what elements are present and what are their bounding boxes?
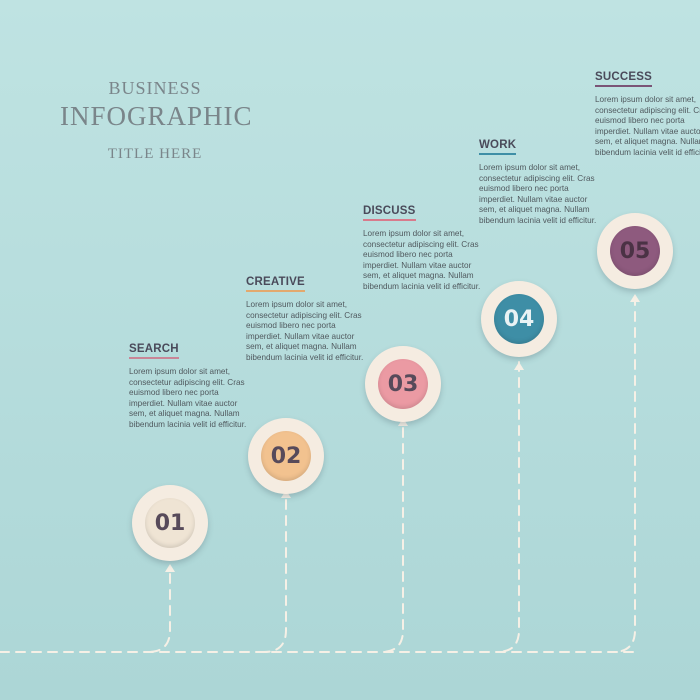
- step-title-creative: CREATIVE: [246, 276, 305, 292]
- step-description: Lorem ipsum dolor sit amet, consectetur …: [595, 95, 700, 157]
- connector-path-05: [612, 295, 636, 653]
- step-text-02: CREATIVE Lorem ipsum dolor sit amet, con…: [246, 272, 366, 363]
- arrowhead-icon: [514, 362, 524, 370]
- step-circle-04: 04: [481, 281, 557, 357]
- title-line-2: INFOGRAPHIC: [60, 101, 253, 131]
- step-number-04: 04: [494, 294, 544, 344]
- step-description: Lorem ipsum dolor sit amet, consectetur …: [246, 300, 364, 362]
- step-description: Lorem ipsum dolor sit amet, consectetur …: [363, 229, 481, 291]
- arrowhead-icon: [630, 294, 640, 302]
- step-circle-05: 05: [597, 213, 673, 289]
- step-text-04: WORK Lorem ipsum dolor sit amet, consect…: [479, 135, 599, 226]
- step-circle-03: 03: [365, 346, 441, 422]
- step-title-work: WORK: [479, 139, 517, 155]
- connector-path-04: [496, 361, 520, 653]
- step-title-discuss: DISCUSS: [363, 205, 416, 221]
- step-number-05: 05: [610, 226, 660, 276]
- step-text-03: DISCUSS Lorem ipsum dolor sit amet, cons…: [363, 201, 483, 292]
- step-description: Lorem ipsum dolor sit amet, consectetur …: [479, 163, 597, 225]
- step-title-success: SUCCESS: [595, 71, 652, 87]
- arrowhead-icon: [281, 490, 291, 498]
- title-block: BUSINESS INFOGRAPHIC TITLE HERE: [60, 78, 253, 163]
- step-circle-01: 01: [132, 485, 208, 561]
- title-line-1: BUSINESS: [108, 78, 202, 98]
- step-number-02: 02: [261, 431, 311, 481]
- arrowhead-icon: [165, 564, 175, 572]
- step-number-01: 01: [145, 498, 195, 548]
- connector-path-01: [147, 573, 171, 653]
- step-text-05: SUCCESS Lorem ipsum dolor sit amet, cons…: [595, 67, 700, 158]
- step-text-01: SEARCH Lorem ipsum dolor sit amet, conse…: [129, 339, 249, 430]
- arrowhead-icon: [398, 418, 408, 426]
- step-number-03: 03: [378, 359, 428, 409]
- title-line-3: TITLE HERE: [107, 146, 203, 162]
- step-title-search: SEARCH: [129, 343, 179, 359]
- connector-path-03: [380, 427, 404, 653]
- step-circle-02: 02: [248, 418, 324, 494]
- step-description: Lorem ipsum dolor sit amet, consectetur …: [129, 367, 247, 429]
- connector-path-02: [263, 499, 287, 653]
